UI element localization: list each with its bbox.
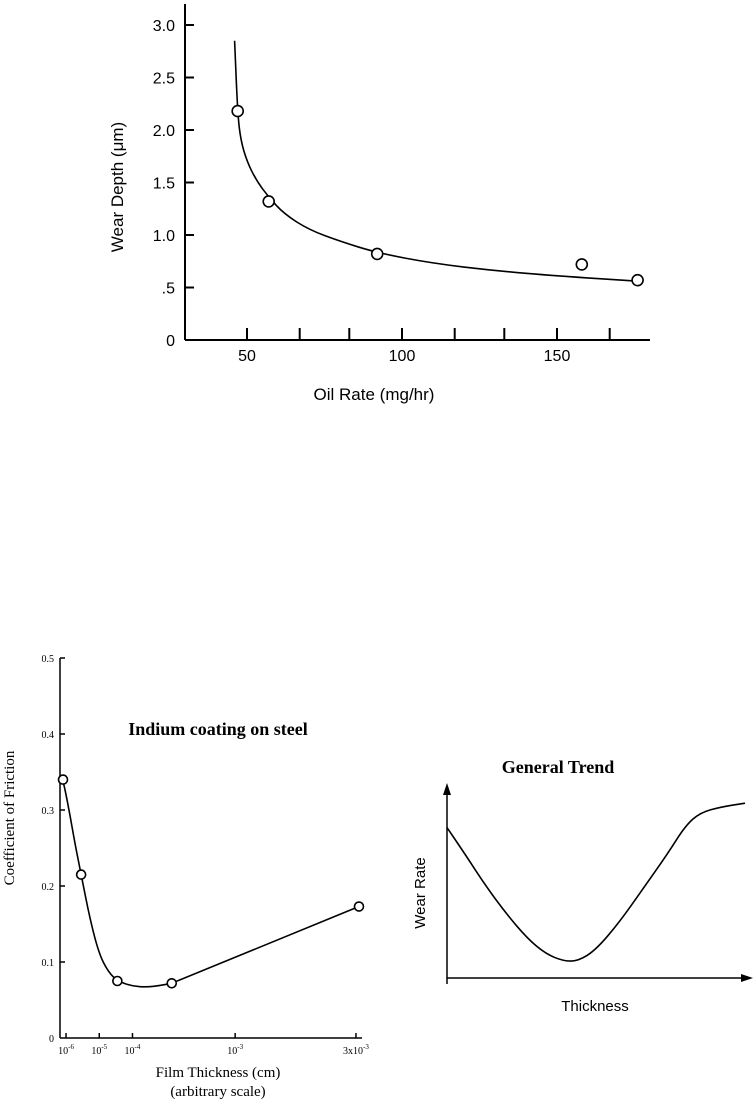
c1-y-tick-label: 3.0 <box>153 18 175 35</box>
c1-y-tick-label: .5 <box>162 281 175 298</box>
c2-x-tick-base: 10 <box>91 1046 101 1057</box>
c2-x-tick-exp: -5 <box>101 1043 107 1051</box>
c2-x-tick-label: 10-3 <box>227 1043 243 1057</box>
c2-y-tick-label: 0.3 <box>42 806 55 817</box>
c3-chart-title: General Trend <box>502 757 615 777</box>
c2-y-tick-label: 0.2 <box>42 882 55 893</box>
c1-x-axis-label: Oil Rate (mg/hr) <box>314 385 435 404</box>
c2-x-tick-label: 3x10-3 <box>343 1043 369 1057</box>
c1-data-point <box>262 195 276 208</box>
c2-y-tick-label: 0 <box>49 1034 54 1045</box>
c2-y-tick-label: 0.1 <box>42 958 55 969</box>
c2-data-point <box>57 774 69 785</box>
c2-x-tick-exp: -4 <box>135 1043 141 1051</box>
c1-data-point <box>631 273 644 287</box>
c1-x-tick-label: 50 <box>238 348 256 365</box>
c3-y-axis-arrow-icon <box>443 783 451 795</box>
c2-x-tick-base: 10 <box>125 1046 135 1057</box>
c2-x-tick-exp: -6 <box>68 1043 74 1051</box>
c2-y-tick-label: 0.4 <box>42 730 55 741</box>
c2-x-tick-base: 10 <box>58 1046 68 1057</box>
c2-data-point <box>112 975 123 987</box>
c2-x-tick-label: 10-4 <box>125 1043 141 1057</box>
c2-y-tick-label: 0.5 <box>42 654 55 665</box>
c1-y-tick-label: 1.5 <box>153 176 175 193</box>
c1-fit-curve <box>233 40 638 282</box>
c1-data-point <box>231 104 244 118</box>
c2-x-tick-exp: -3 <box>363 1043 369 1051</box>
c2-x-tick-label: 10-6 <box>58 1043 74 1057</box>
c2-data-point <box>166 977 178 989</box>
c1-y-axis-label: Wear Depth (μm) <box>108 122 127 252</box>
c2-y-axis-label: Coefficient of Friction <box>2 750 18 885</box>
c2-x-axis-note: (arbitrary scale) <box>170 1084 265 1100</box>
c1-data-point <box>575 258 589 271</box>
c2-x-tick-exp: -3 <box>237 1043 243 1051</box>
c1-y-tick-label: 2.5 <box>153 71 175 88</box>
c2-x-tick-label: 10-5 <box>91 1043 107 1057</box>
c1-y-tick-label: 1.0 <box>153 228 175 245</box>
c3-x-axis-arrow-icon <box>741 974 753 982</box>
c3-trend-curve <box>446 802 746 962</box>
c2-data-point <box>75 869 87 880</box>
c2-data-point <box>353 901 365 912</box>
c1-y-tick-label: 2.0 <box>153 123 175 140</box>
c3-y-axis-label: Wear Rate <box>412 857 429 928</box>
c1-x-tick-label: 150 <box>544 348 571 365</box>
c2-x-axis-label: Film Thickness (cm) <box>156 1065 281 1081</box>
wear-depth-chart: 0 .5 1.0 1.5 2.0 2.5 3.0 50 100 150 Oil Rate (mg… <box>108 4 650 404</box>
c2-x-tick-base: 3x10 <box>343 1046 363 1057</box>
c3-x-axis-label: Thickness <box>561 998 629 1015</box>
friction-chart: 00.10.20.30.40.5 10-6 10-5 10-4 10-3 3x10-3 … <box>2 654 369 1100</box>
c2-x-tick-base: 10 <box>227 1046 237 1057</box>
c2-fit-curve <box>59 775 360 988</box>
c1-data-point <box>370 247 384 261</box>
general-trend-chart: General Trend Thickness Wear Rate <box>412 757 753 1015</box>
c1-y-tick-label: 0 <box>166 333 175 350</box>
c1-x-tick-label: 100 <box>389 348 416 365</box>
c2-chart-title: Indium coating on steel <box>128 719 308 739</box>
